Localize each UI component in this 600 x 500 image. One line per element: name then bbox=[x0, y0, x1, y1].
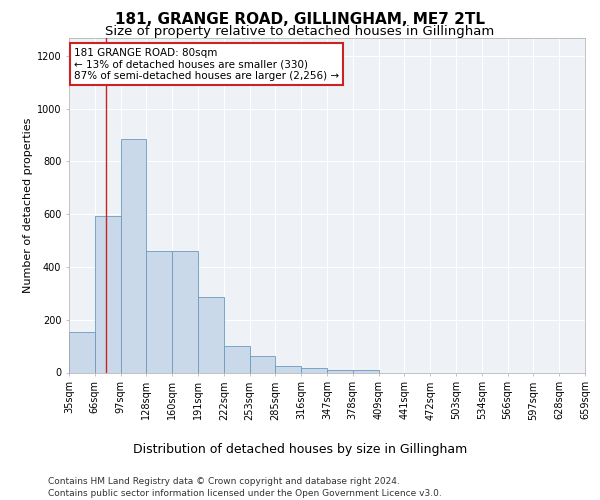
Text: 181 GRANGE ROAD: 80sqm
← 13% of detached houses are smaller (330)
87% of semi-de: 181 GRANGE ROAD: 80sqm ← 13% of detached… bbox=[74, 48, 339, 80]
Bar bbox=[69, 332, 95, 372]
Bar bbox=[146, 251, 172, 372]
Bar bbox=[121, 139, 146, 372]
Text: 181, GRANGE ROAD, GILLINGHAM, ME7 2TL: 181, GRANGE ROAD, GILLINGHAM, ME7 2TL bbox=[115, 12, 485, 28]
Bar bbox=[224, 346, 250, 372]
Bar bbox=[327, 370, 353, 372]
Bar bbox=[353, 370, 379, 372]
Bar bbox=[95, 216, 121, 372]
Text: Distribution of detached houses by size in Gillingham: Distribution of detached houses by size … bbox=[133, 442, 467, 456]
Bar bbox=[275, 366, 301, 372]
Y-axis label: Number of detached properties: Number of detached properties bbox=[23, 118, 32, 292]
Text: Contains HM Land Registry data © Crown copyright and database right 2024.: Contains HM Land Registry data © Crown c… bbox=[48, 478, 400, 486]
Bar bbox=[301, 368, 327, 372]
Bar bbox=[198, 298, 224, 372]
Bar bbox=[250, 356, 275, 372]
Text: Size of property relative to detached houses in Gillingham: Size of property relative to detached ho… bbox=[106, 25, 494, 38]
Text: Contains public sector information licensed under the Open Government Licence v3: Contains public sector information licen… bbox=[48, 489, 442, 498]
Bar bbox=[172, 251, 198, 372]
